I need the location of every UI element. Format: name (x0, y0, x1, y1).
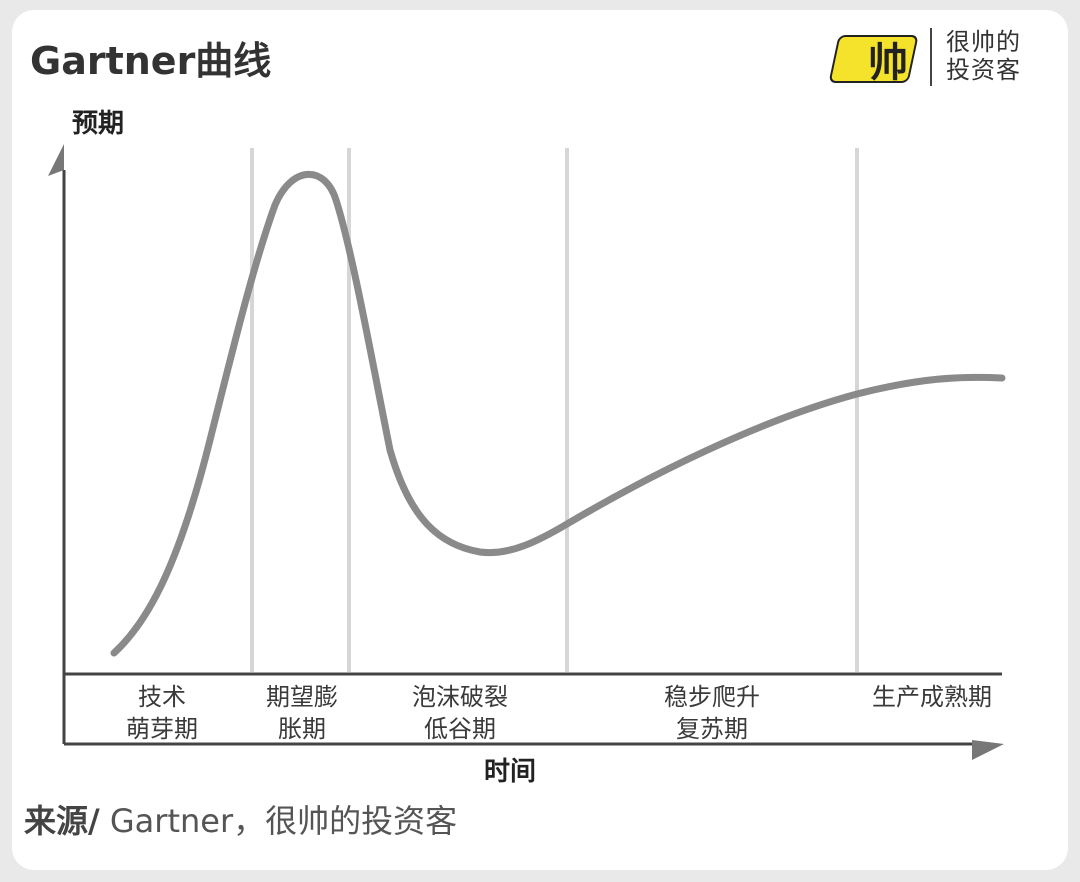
brand-line-2: 投资客 (946, 56, 1021, 84)
brand: 帅 很帅的 投资客 (822, 24, 1032, 94)
y-axis-title: 预期 (72, 109, 124, 139)
x-axis-arrow-icon (972, 740, 1004, 760)
card (12, 10, 1068, 870)
y-axis-arrow-icon (48, 144, 64, 176)
brand-logo-icon: 帅 (829, 35, 918, 86)
logo-badge (829, 35, 918, 83)
phase-4-line-2: 复苏期 (676, 715, 748, 743)
logo-glyph: 帅 (868, 40, 908, 86)
brand-divider (930, 28, 932, 86)
phase-1-line-2: 萌芽期 (126, 715, 198, 743)
source-text: Gartner，很帅的投资客 (99, 802, 458, 840)
hype-cycle-diagram: 预期 时间 技术 萌芽期 期望膨 胀期 泡沫破裂 低谷期 稳步爬升 复苏期 生产… (48, 109, 1006, 787)
page-title: Gartner曲线 (30, 39, 272, 83)
phase-3-line-2: 低谷期 (424, 715, 496, 743)
phase-2-line-1: 期望膨 (266, 683, 338, 711)
source-label: 来源/ (24, 802, 100, 840)
hype-cycle-curve (110, 170, 1006, 657)
phase-1-line-1: 技术 (138, 683, 186, 711)
x-axis-title: 时间 (484, 757, 536, 787)
phase-4-line-1: 稳步爬升 (664, 683, 760, 711)
phase-2-line-2: 胀期 (278, 715, 326, 743)
brand-line-1: 很帅的 (946, 28, 1021, 56)
source-caption: 来源/ Gartner，很帅的投资客 (24, 796, 457, 842)
phase-3-line-1: 泡沫破裂 (412, 683, 508, 711)
phase-5-line-1: 生产成熟期 (872, 683, 992, 711)
